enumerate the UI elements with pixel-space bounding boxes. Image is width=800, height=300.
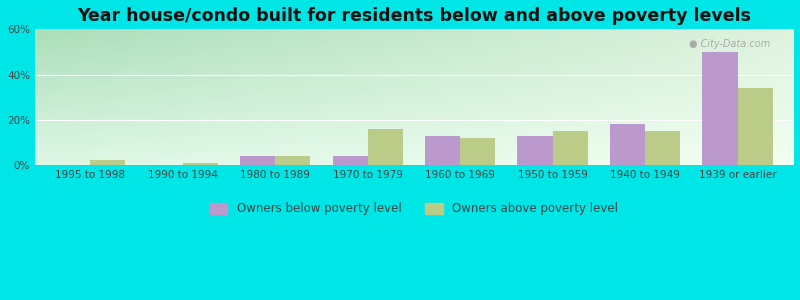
Bar [645, 131, 680, 165]
Bar [460, 138, 495, 165]
Bar [182, 163, 218, 165]
Bar [610, 124, 645, 165]
Bar [333, 156, 368, 165]
Bar [90, 160, 126, 165]
Text: ● City-Data.com: ● City-Data.com [689, 39, 770, 49]
Title: Year house/condo built for residents below and above poverty levels: Year house/condo built for residents bel… [77, 7, 751, 25]
Bar [275, 156, 310, 165]
Bar [425, 136, 460, 165]
Bar [738, 88, 773, 165]
Bar [368, 129, 403, 165]
Bar [553, 131, 588, 165]
Legend: Owners below poverty level, Owners above poverty level: Owners below poverty level, Owners above… [205, 198, 623, 220]
Bar [240, 156, 275, 165]
Bar [518, 136, 553, 165]
Bar [702, 52, 738, 165]
